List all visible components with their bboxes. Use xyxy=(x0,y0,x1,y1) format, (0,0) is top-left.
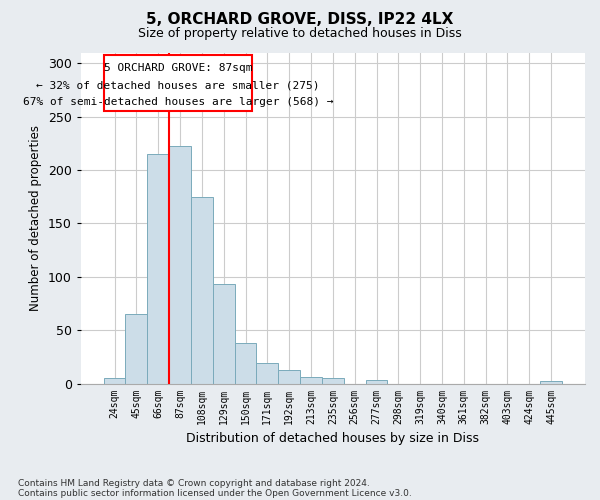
Bar xyxy=(169,146,191,384)
FancyBboxPatch shape xyxy=(104,54,252,111)
Y-axis label: Number of detached properties: Number of detached properties xyxy=(29,125,42,311)
Bar xyxy=(256,364,278,384)
Bar xyxy=(300,377,322,384)
Bar xyxy=(104,378,125,384)
Text: Contains HM Land Registry data © Crown copyright and database right 2024.: Contains HM Land Registry data © Crown c… xyxy=(18,478,370,488)
Bar xyxy=(125,314,147,384)
Bar xyxy=(365,380,388,384)
Text: 5, ORCHARD GROVE, DISS, IP22 4LX: 5, ORCHARD GROVE, DISS, IP22 4LX xyxy=(146,12,454,28)
Text: 67% of semi-detached houses are larger (568) →: 67% of semi-detached houses are larger (… xyxy=(23,98,333,108)
Bar xyxy=(235,343,256,384)
Bar xyxy=(213,284,235,384)
Bar xyxy=(278,370,300,384)
Text: Contains public sector information licensed under the Open Government Licence v3: Contains public sector information licen… xyxy=(18,488,412,498)
Text: 5 ORCHARD GROVE: 87sqm: 5 ORCHARD GROVE: 87sqm xyxy=(104,63,252,73)
Bar xyxy=(147,154,169,384)
Bar xyxy=(540,382,562,384)
Bar xyxy=(322,378,344,384)
Bar xyxy=(191,196,213,384)
Text: Size of property relative to detached houses in Diss: Size of property relative to detached ho… xyxy=(138,28,462,40)
X-axis label: Distribution of detached houses by size in Diss: Distribution of detached houses by size … xyxy=(187,432,479,445)
Text: ← 32% of detached houses are smaller (275): ← 32% of detached houses are smaller (27… xyxy=(36,80,320,90)
